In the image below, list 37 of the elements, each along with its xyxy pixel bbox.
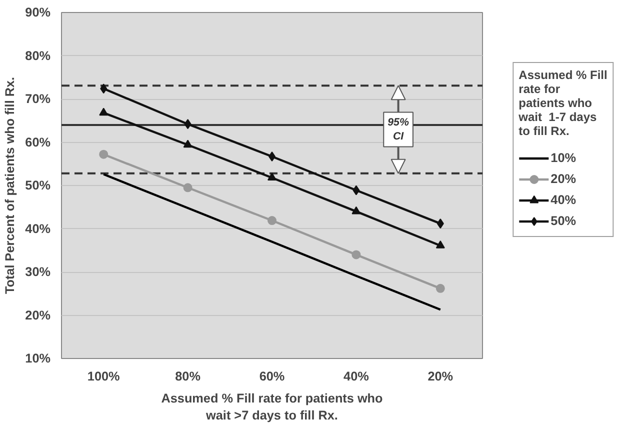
point bbox=[436, 240, 445, 248]
point bbox=[184, 119, 192, 130]
point bbox=[268, 172, 276, 181]
x-axis-title: Assumed % Fill rate for patients who wait >7 days to fill Rx. bbox=[161, 392, 384, 422]
y-tick-label: 10% bbox=[25, 352, 51, 366]
x-tick-label: 80% bbox=[175, 370, 200, 384]
x-tick-label: 40% bbox=[344, 370, 369, 384]
y-tick-label: 40% bbox=[25, 222, 51, 236]
x-tick-label: 100% bbox=[87, 370, 120, 384]
y-axis-title: Total Percent of patients who fill Rx. bbox=[3, 76, 18, 294]
point bbox=[352, 250, 361, 260]
legend-label: 40% bbox=[550, 193, 576, 207]
y-tick-label: 30% bbox=[25, 265, 51, 279]
point bbox=[183, 183, 192, 192]
x-tick-label: 60% bbox=[259, 370, 285, 384]
y-tick-label: 70% bbox=[25, 92, 51, 106]
point bbox=[183, 140, 192, 148]
point bbox=[268, 216, 276, 226]
annotation: 95% CI bbox=[388, 116, 410, 143]
y-tick-label: 90% bbox=[25, 6, 51, 20]
legend-label: 20% bbox=[550, 172, 576, 186]
point bbox=[352, 185, 360, 196]
point bbox=[99, 108, 108, 116]
point bbox=[99, 150, 108, 159]
point bbox=[436, 218, 444, 229]
line-series bbox=[102, 173, 442, 311]
y-tick-label: 60% bbox=[25, 135, 51, 150]
legend-title: Assumed % Fill rate for patients who wait 1-7 days to fill Rx. bbox=[518, 68, 608, 138]
point bbox=[352, 206, 361, 214]
point bbox=[100, 84, 108, 94]
y-tick-label: 50% bbox=[25, 178, 51, 192]
y-tick-label: 20% bbox=[25, 308, 51, 322]
y-tick-label: 80% bbox=[25, 48, 51, 63]
x-tick-label: 20% bbox=[428, 370, 454, 384]
legend-label: 10% bbox=[550, 151, 576, 165]
point bbox=[436, 284, 445, 293]
legend-label: 50% bbox=[550, 214, 576, 228]
